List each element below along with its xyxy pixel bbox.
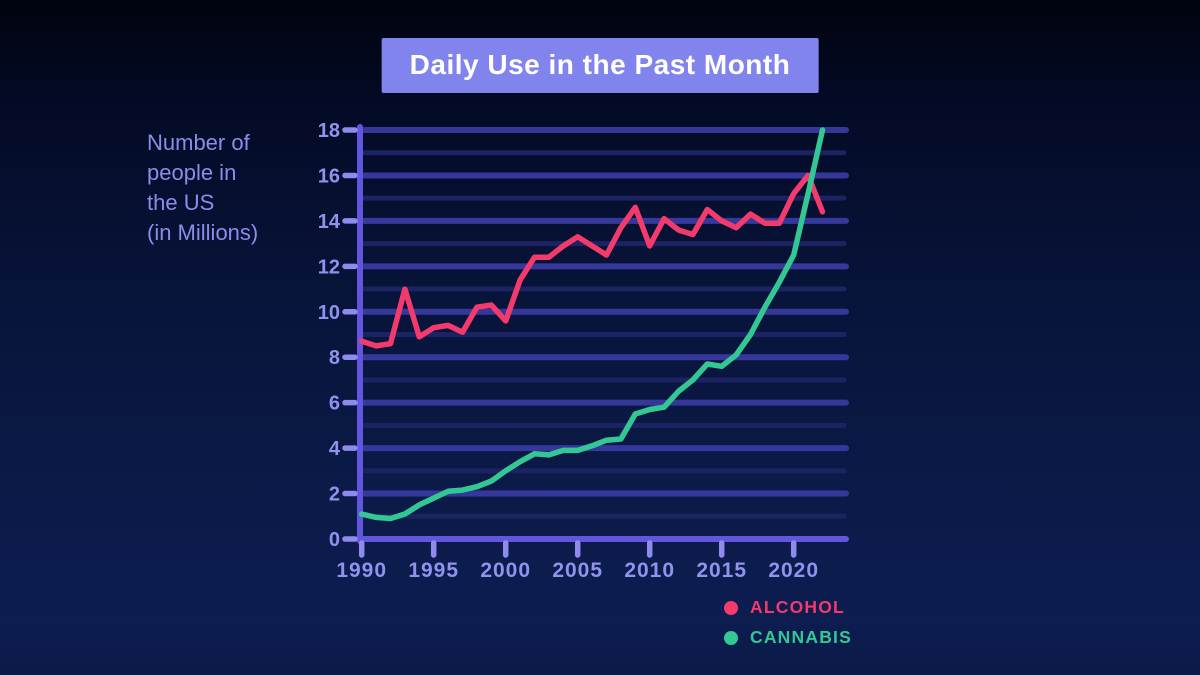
alcohol-line	[358, 172, 826, 349]
x-tick-label: 2020	[768, 559, 819, 582]
y-tick-label: 16	[318, 165, 340, 187]
legend-label-alcohol: ALCOHOL	[750, 597, 845, 617]
legend: ALCOHOL CANNABIS	[724, 597, 852, 648]
cannabis-series-dot-icon	[724, 630, 738, 645]
legend-label-cannabis: CANNABIS	[750, 627, 852, 647]
y-tick-label: 4	[329, 438, 341, 460]
y-tick-label: 6	[329, 393, 340, 415]
y-axis-title: Number of people in the US (in Millions)	[147, 130, 259, 245]
y-tick-label: 14	[318, 211, 341, 233]
alcohol-series-dot-icon	[724, 600, 738, 615]
x-tick-label: 1995	[408, 559, 459, 582]
y-tick-label: 0	[329, 529, 340, 551]
y-tick-label: 12	[318, 256, 340, 278]
x-tick-label: 2010	[624, 559, 675, 582]
x-tick-label: 2005	[552, 559, 603, 582]
title-banner: Daily Use in the Past Month	[381, 38, 819, 93]
legend-item-cannabis: CANNABIS	[724, 627, 852, 648]
y-tick-label: 2	[329, 484, 340, 506]
chart-title: Daily Use in the Past Month	[409, 49, 791, 80]
y-tick-label: 10	[318, 302, 340, 324]
x-tick-label: 2015	[696, 559, 747, 582]
x-tick-label: 1990	[336, 559, 387, 582]
x-tick-label: 2000	[480, 559, 531, 582]
y-tick-label: 18	[318, 120, 340, 142]
legend-item-alcohol: ALCOHOL	[724, 597, 852, 618]
cannabis-line	[358, 127, 826, 522]
y-tick-label: 8	[329, 347, 340, 369]
